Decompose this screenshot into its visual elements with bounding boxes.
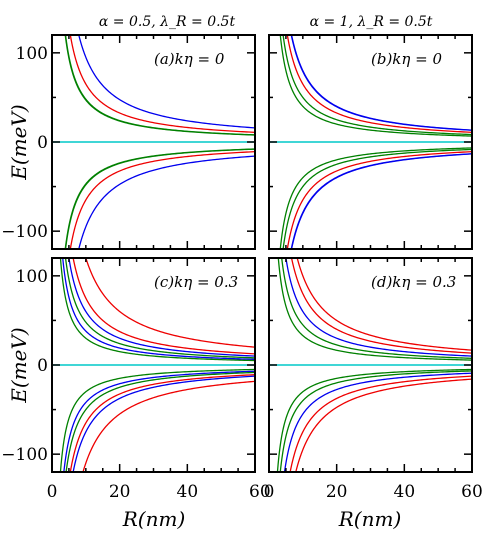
y-tick-label-c-100: 100 xyxy=(16,267,48,287)
y-tick-label-c--100: −100 xyxy=(1,445,48,465)
x-axis-label-left: R(nm) xyxy=(122,507,186,531)
curve-d-10 xyxy=(295,378,472,472)
curve-c-7 xyxy=(59,368,255,472)
curve-d-3 xyxy=(285,258,472,357)
y-axis-label-top: E(meV) xyxy=(7,104,31,180)
curve-a-8 xyxy=(78,155,255,249)
curve-a-2 xyxy=(69,35,255,133)
curve-b-9 xyxy=(290,153,472,249)
plot-area-d xyxy=(269,258,472,472)
curve-c-12 xyxy=(82,380,255,472)
curve-b-10 xyxy=(290,153,472,249)
curve-d-4 xyxy=(281,258,472,359)
curve-c-5 xyxy=(62,258,255,360)
y-axis-label-bottom: E(meV) xyxy=(7,327,31,403)
curve-d-5 xyxy=(277,258,472,361)
y-tick-label-c-0: 0 xyxy=(37,356,48,376)
curve-a-5 xyxy=(64,148,255,249)
curve-b-1 xyxy=(290,35,472,131)
x-tick-label-c-0: 0 xyxy=(47,482,58,502)
curve-a-7 xyxy=(69,151,255,249)
curve-b-7 xyxy=(282,148,472,249)
curve-a-1 xyxy=(78,35,255,129)
x-tick-label-d-20: 20 xyxy=(326,482,348,502)
x-tick-label-d-60: 60 xyxy=(461,482,483,502)
curve-d-1 xyxy=(296,258,472,351)
column-title-right: α = 1, λ_R = 0.5t xyxy=(310,14,433,30)
curve-a-6 xyxy=(64,148,255,249)
curve-d-9 xyxy=(289,375,472,472)
x-tick-label-d-0: 0 xyxy=(264,482,275,502)
column-title-left: α = 0.5, λ_R = 0.5t xyxy=(99,14,236,30)
curve-b-8 xyxy=(286,151,472,249)
curve-b-4 xyxy=(282,35,472,136)
plot-area-a xyxy=(52,35,255,249)
y-tick-label-a--100: −100 xyxy=(1,222,48,242)
curve-c-1 xyxy=(85,258,255,348)
annotation-b: (b)kη = 0 xyxy=(371,50,442,68)
plot-area-b xyxy=(269,35,472,249)
curve-a-3 xyxy=(64,35,255,136)
curve-c-10 xyxy=(69,374,255,472)
curve-c-2 xyxy=(72,258,255,355)
x-tick-label-d-40: 40 xyxy=(394,482,416,502)
curve-d-6 xyxy=(276,368,472,472)
curve-c-3 xyxy=(68,258,255,357)
panel-d: 0 20 40 60 (d)kη = 0.3 xyxy=(264,257,483,502)
annotation-c: (c)kη = 0.3 xyxy=(154,273,238,291)
x-axis-label-right: R(nm) xyxy=(338,507,402,531)
x-tick-label-c-60: 60 xyxy=(249,482,271,502)
plot-area-c xyxy=(52,258,255,472)
curve-b-6 xyxy=(279,147,472,249)
annotation-d: (d)kη = 0.3 xyxy=(371,273,456,291)
curve-d-8 xyxy=(283,372,472,472)
curve-a-4 xyxy=(64,35,255,136)
curve-b-5 xyxy=(279,35,472,137)
panel-a: 100 0 −100 (a)kη = 0 xyxy=(1,34,256,250)
annotation-a: (a)kη = 0 xyxy=(154,50,225,68)
y-tick-label-a-0: 0 xyxy=(37,133,48,153)
curve-c-11 xyxy=(72,375,255,472)
panel-c: 0 20 40 60 100 0 −100 (c)kη = 0.3 xyxy=(1,257,271,502)
curve-c-8 xyxy=(63,370,255,472)
curve-d-7 xyxy=(279,370,472,472)
curve-b-2 xyxy=(290,35,472,131)
panels-group: 100 0 −100 (a)kη = 0 (b)kη = 0 0 20 40 60 100 0 −10… xyxy=(1,34,483,502)
curve-c-9 xyxy=(65,371,255,472)
curve-d-2 xyxy=(290,258,472,354)
x-tick-label-c-20: 20 xyxy=(109,482,131,502)
curve-c-4 xyxy=(64,258,255,359)
curve-c-6 xyxy=(59,258,255,362)
y-tick-label-a-100: 100 xyxy=(16,44,48,64)
curve-b-3 xyxy=(286,35,472,133)
x-tick-label-c-40: 40 xyxy=(177,482,199,502)
panel-b: (b)kη = 0 xyxy=(268,34,473,250)
